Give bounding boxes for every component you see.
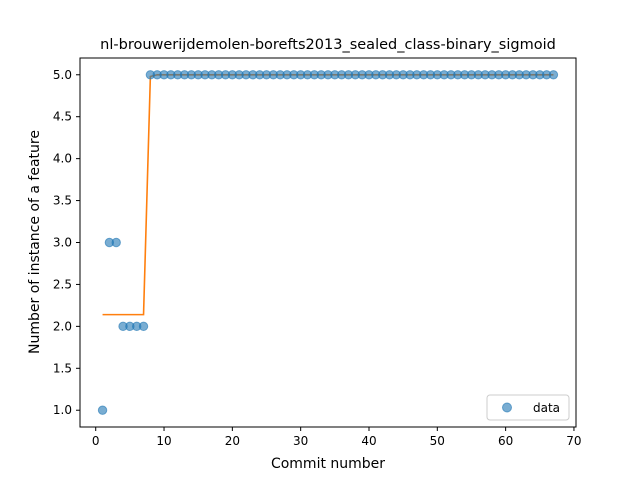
data-point [138, 321, 149, 332]
x-tick-label: 70 [566, 434, 581, 448]
legend-marker-data [502, 402, 512, 413]
x-tick-label: 60 [498, 434, 513, 448]
x-tick-label: 20 [225, 434, 240, 448]
y-tick-label: 4.0 [53, 152, 72, 166]
x-tick-label: 10 [156, 434, 171, 448]
x-tick-label: 50 [430, 434, 445, 448]
y-axis-label: Number of instance of a feature [27, 130, 43, 354]
y-tick-label: 3.0 [53, 236, 72, 250]
data-point [97, 405, 108, 415]
legend-box [486, 394, 570, 421]
y-tick-label: 2.5 [53, 277, 72, 291]
data-point [111, 237, 121, 248]
y-tick-label: 3.5 [53, 194, 72, 208]
x-tick-label: 0 [92, 434, 100, 448]
legend: data [486, 394, 570, 421]
fit-line [102, 73, 554, 316]
y-tick-label: 5.0 [53, 68, 72, 82]
y-tick-label: 4.5 [53, 110, 72, 124]
y-tick-label: 2.0 [53, 319, 72, 333]
axes-frame [79, 57, 577, 428]
y-tick-label: 1.0 [53, 403, 72, 417]
x-tick-label: 30 [293, 434, 308, 448]
data-point [548, 70, 559, 80]
x-axis-label: Commit number [271, 456, 385, 472]
plot-area [97, 70, 559, 415]
x-tick-label: 40 [361, 434, 376, 448]
axes: 0 10 20 30 40 50 60 70 1.0 1.5 2.0 2.5 3.0 3.5 4.0 4.5 5… [53, 57, 582, 448]
chart-title: nl-brouwerijdemolen-borefts2013_sealed_c… [100, 37, 556, 53]
y-tick-label: 1.5 [53, 361, 72, 375]
legend-label-data: data [533, 401, 560, 415]
